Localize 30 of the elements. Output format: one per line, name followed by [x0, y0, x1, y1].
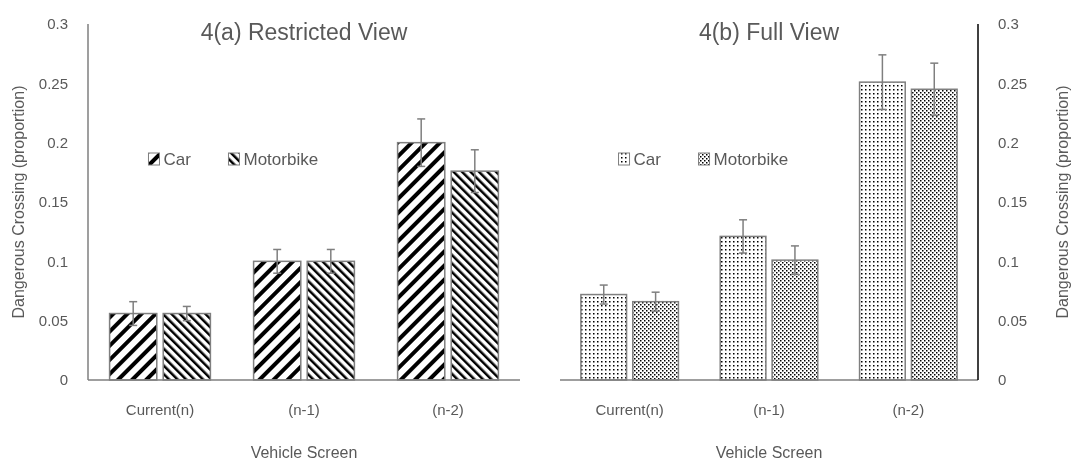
y-tick-label: 0.25 [38, 74, 68, 92]
x-tick-label: (n-1) [288, 401, 320, 418]
y-tick-label: 0.1 [47, 252, 68, 270]
y2-tick-label: 0.25 [998, 74, 1028, 92]
y2-tick-label: 0.2 [998, 133, 1019, 151]
x-axis-title: Vehicle Screen [250, 444, 358, 461]
legend-label: Car [633, 149, 662, 169]
chart-title: 4(a) Restricted View [200, 19, 408, 45]
y-tick-label: 0 [59, 371, 68, 389]
x-tick-label: (n-2) [892, 401, 925, 418]
y2-tick-label: 0.05 [998, 311, 1028, 329]
y2-tick-label: 0 [998, 371, 1007, 389]
y2-axis-title: Dangerous Crossing (proportion) [1054, 85, 1071, 319]
x-tick-label: (n-2) [432, 401, 464, 418]
legend-label: Car [163, 149, 192, 169]
y2-tick-label: 0.3 [998, 15, 1019, 33]
y-tick-label: 0.15 [38, 193, 68, 211]
chart-title: 4(b) Full View [698, 19, 840, 45]
legend-label: Motorbike [713, 149, 789, 169]
legend-label: Motorbike [243, 149, 319, 169]
x-tick-label: (n-1) [753, 401, 785, 418]
y2-tick-label: 0.15 [998, 193, 1028, 211]
x-axis-title: Vehicle Screen [715, 444, 823, 461]
y-tick-label: 0.2 [47, 133, 68, 151]
y-tick-label: 0.3 [47, 15, 68, 33]
y-tick-label: 0.05 [38, 311, 68, 329]
x-tick-label: Current(n) [125, 401, 195, 418]
x-tick-label: Current(n) [595, 401, 664, 418]
y2-tick-label: 0.1 [998, 252, 1019, 270]
y-axis-title: Dangerous Crossing (proportion) [10, 85, 27, 319]
